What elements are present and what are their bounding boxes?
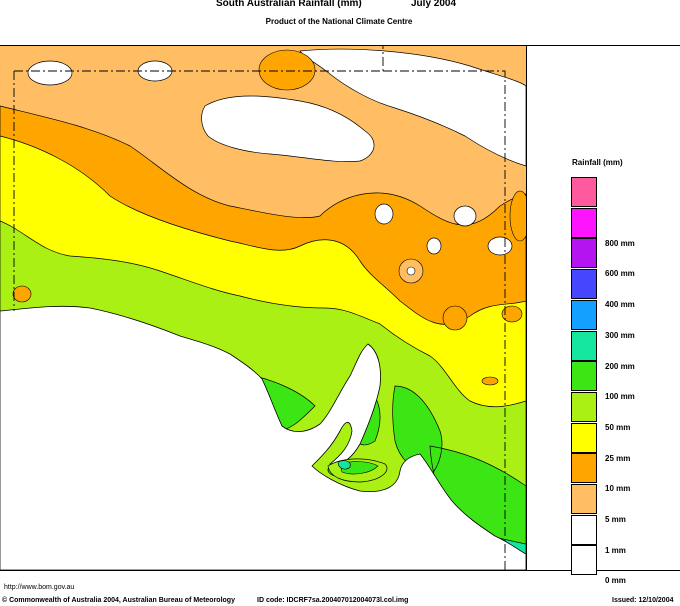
legend-label: 800 mm	[605, 238, 635, 248]
dry-zone-3	[201, 95, 375, 162]
legend-label: 300 mm	[605, 330, 635, 340]
island-teal-patch	[337, 460, 351, 470]
legend-label: 5 mm	[605, 515, 626, 524]
pocket-4	[501, 305, 523, 323]
legend-swatch	[571, 299, 597, 330]
dry-zone-8	[426, 237, 442, 255]
legend-label: 0 mm	[605, 576, 626, 586]
legend-panel	[526, 45, 680, 571]
legend-swatch	[571, 514, 597, 545]
legend-title: Rainfall (mm)	[572, 158, 623, 167]
sea	[0, 305, 526, 570]
pocket-3	[442, 305, 468, 331]
pocket-8	[406, 266, 416, 276]
legend-swatch	[571, 391, 597, 422]
legend-swatch	[571, 330, 597, 361]
legend-label: 50 mm	[605, 422, 631, 432]
map-period: July 2004	[411, 0, 457, 9]
legend-label: 10 mm	[605, 484, 631, 494]
legend-label: 200 mm	[605, 361, 635, 371]
legend-label: 600 mm	[605, 269, 635, 279]
dry-zone-4	[299, 48, 526, 167]
legend-swatch	[571, 177, 597, 207]
header: South Australian Rainfall (mm) July 2004…	[0, 0, 680, 30]
pocket-5	[12, 285, 32, 303]
legend-swatch	[571, 453, 597, 484]
legend-swatch	[571, 207, 597, 238]
pocket-2	[509, 190, 526, 242]
footer-id-code: ID code: IDCRF7sa.200407012004073l.col.i…	[257, 597, 409, 604]
state-border	[13, 46, 506, 570]
legend-label: 400 mm	[605, 300, 635, 310]
legend-swatch	[571, 361, 597, 392]
legend-swatch	[571, 545, 597, 576]
legend-swatch	[571, 269, 597, 300]
dry-zone-7	[374, 203, 394, 225]
legend-swatch	[571, 238, 597, 269]
legend-label: 1 mm	[605, 545, 626, 555]
map-subtitle: Product of the National Climate Centre	[0, 17, 680, 26]
dry-zones	[27, 48, 526, 276]
footer-issued: Issued: 12/10/2004	[612, 597, 674, 604]
footer-copyright: © Commonwealth of Australia 2004, Austra…	[2, 597, 235, 604]
legend-label: 25 mm	[605, 453, 631, 463]
legend-swatch	[571, 484, 597, 514]
dry-zone-1	[27, 60, 73, 86]
map-title: South Australian Rainfall (mm)	[216, 0, 362, 9]
legend-swatch	[571, 422, 597, 453]
pocket-1	[258, 49, 316, 91]
map-subtitle-text: Product of the National Climate Centre	[265, 17, 413, 26]
legend-label: 100 mm	[605, 392, 635, 402]
rainfall-map-svg	[0, 46, 526, 570]
rainfall-map	[0, 45, 527, 571]
dry-zone-5	[453, 205, 477, 227]
footer-url: http://www.bom.gov.au	[4, 584, 75, 591]
dry-zone-6	[487, 236, 513, 256]
pockets-5-10	[12, 49, 526, 386]
pocket-6	[481, 376, 499, 386]
